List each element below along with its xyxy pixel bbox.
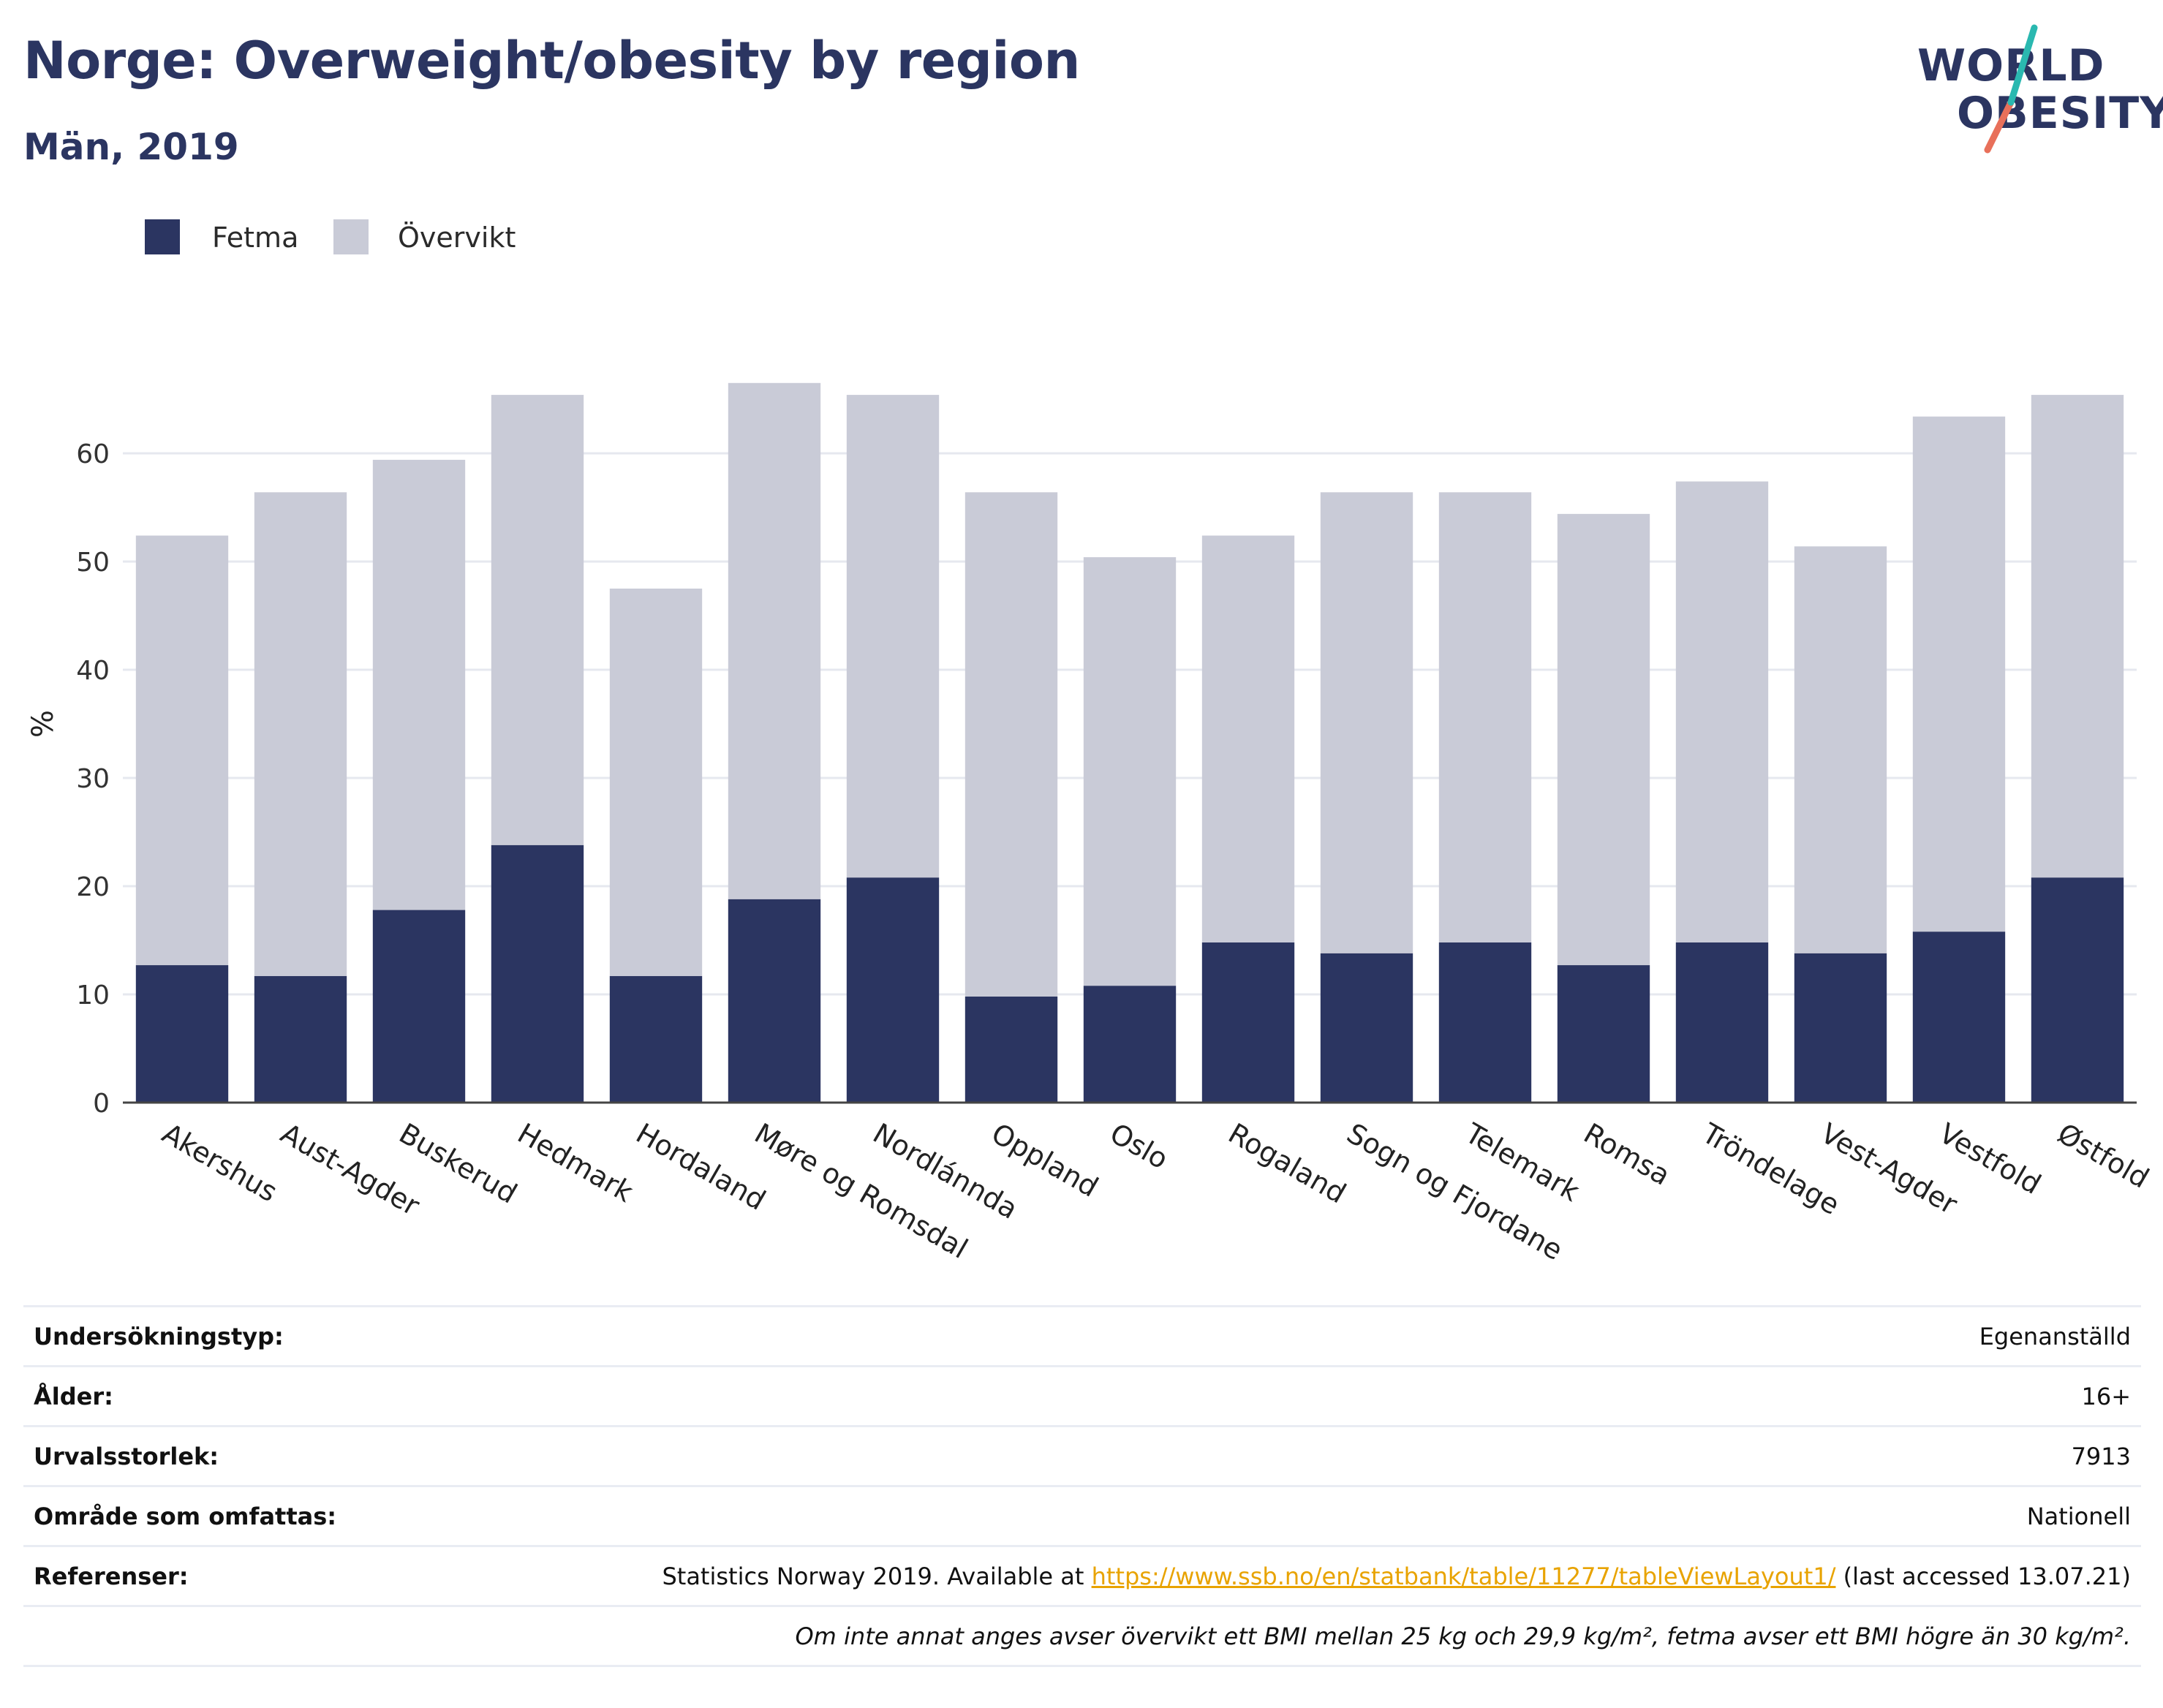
- info-value: 16+: [2081, 1382, 2131, 1410]
- legend-swatch-overvikt: [333, 219, 369, 254]
- y-tick-label: 20: [76, 872, 110, 902]
- info-value: 7913: [2071, 1442, 2131, 1470]
- info-table: Undersökningstyp: Egenanställd Ålder: 16…: [23, 1305, 2141, 1667]
- bar-fetma: [728, 899, 821, 1103]
- info-value: Nationell: [2026, 1502, 2131, 1530]
- y-tick-label: 30: [76, 764, 110, 794]
- info-row-note: Om inte annat anges avser övervikt ett B…: [23, 1606, 2141, 1666]
- logo-text-world: WORLD: [1917, 40, 2105, 91]
- bar-fetma: [1083, 986, 1177, 1103]
- bar-fetma: [1557, 965, 1650, 1103]
- bar--vervikt: [609, 589, 703, 976]
- bar--vervikt: [1201, 535, 1295, 942]
- info-label: Referenser:: [34, 1562, 189, 1590]
- x-tick-label: Hedmark: [513, 1117, 639, 1209]
- y-tick-label: 40: [76, 656, 110, 686]
- info-label: Urvalsstorlek:: [34, 1442, 219, 1470]
- bar--vervikt: [1083, 557, 1177, 986]
- bar--vervikt: [135, 535, 229, 966]
- bar--vervikt: [1438, 492, 1532, 942]
- x-tick-label: Akershus: [157, 1117, 283, 1209]
- y-axis-label: %: [26, 710, 60, 738]
- legend-swatch-fetma: [145, 219, 180, 254]
- info-row-survey-type: Undersökningstyp: Egenanställd: [23, 1306, 2141, 1367]
- x-tick-label: Sogn og Fjordane: [1342, 1117, 1569, 1266]
- references-value: Statistics Norway 2019. Available at htt…: [556, 1546, 2141, 1606]
- info-row-coverage: Område som omfattas: Nationell: [23, 1486, 2141, 1546]
- info-row-sample-size: Urvalsstorlek: 7913: [23, 1426, 2141, 1486]
- bar-fetma: [609, 975, 703, 1103]
- y-tick-label: 50: [76, 548, 110, 578]
- bar-fetma: [846, 877, 940, 1103]
- chart-title: Norge: Overweight/obesity by region: [23, 31, 1080, 91]
- bar--vervikt: [1320, 492, 1413, 953]
- bar--vervikt: [1912, 416, 2006, 932]
- logo-text-obesity: OBESITY: [1957, 88, 2163, 139]
- chart-subtitle: Män, 2019: [23, 126, 239, 168]
- x-tick-label: Romsa: [1579, 1117, 1676, 1192]
- bar--vervikt: [372, 459, 466, 910]
- bar-fetma: [372, 910, 466, 1103]
- bar--vervikt: [1794, 546, 1887, 953]
- bar--vervikt: [1675, 481, 1769, 942]
- bar-fetma: [1201, 942, 1295, 1103]
- bar--vervikt: [846, 395, 940, 878]
- x-tick-label: Oslo: [1105, 1117, 1174, 1176]
- legend-label-fetma: Fetma: [212, 222, 299, 254]
- bar-fetma: [254, 975, 347, 1103]
- y-tick-label: 0: [93, 1089, 110, 1119]
- y-tick-label: 60: [76, 439, 110, 469]
- bar-fetma: [1912, 932, 2006, 1103]
- stacked-bar-chart: 0102030405060%AkershusAust-AgderBuskerud…: [26, 382, 2155, 1266]
- bar--vervikt: [965, 492, 1058, 997]
- logo-slash-icon: [1984, 24, 2038, 154]
- x-tick-label: Møre og Romsdal: [750, 1117, 973, 1265]
- bar--vervikt: [728, 382, 821, 899]
- info-label: Undersökningstyp:: [34, 1322, 284, 1350]
- info-value: Egenanställd: [1979, 1322, 2131, 1350]
- legend-label-overvikt: Övervikt: [398, 222, 516, 254]
- bar--vervikt: [491, 395, 584, 845]
- bmi-note: Om inte annat anges avser övervikt ett B…: [795, 1622, 2131, 1650]
- bar--vervikt: [2031, 395, 2124, 878]
- world-obesity-logo: WORLD OBESITY: [1901, 22, 2163, 154]
- bar-fetma: [1675, 942, 1769, 1103]
- info-row-references: Referenser: Statistics Norway 2019. Avai…: [23, 1546, 2141, 1606]
- reference-prefix: Statistics Norway 2019. Available at: [662, 1562, 1092, 1590]
- bar-fetma: [1794, 953, 1887, 1103]
- bar-fetma: [2031, 877, 2124, 1103]
- bar-fetma: [135, 965, 229, 1103]
- bar--vervikt: [1557, 513, 1650, 966]
- x-tick-label: Hordaland: [631, 1117, 771, 1217]
- bar-fetma: [965, 996, 1058, 1103]
- x-tick-label: Rogaland: [1223, 1117, 1352, 1210]
- bar-fetma: [491, 844, 584, 1103]
- bar-fetma: [1320, 953, 1413, 1103]
- info-label: Ålder:: [34, 1382, 113, 1410]
- info-row-age: Ålder: 16+: [23, 1366, 2141, 1427]
- bar-fetma: [1438, 942, 1532, 1103]
- x-tick-label: Østfold: [2053, 1117, 2155, 1195]
- info-label: Område som omfattas:: [34, 1502, 337, 1530]
- reference-link[interactable]: https://www.ssb.no/en/statbank/table/112…: [1091, 1562, 1836, 1590]
- reference-suffix: (last accessed 13.07.21): [1835, 1562, 2131, 1590]
- y-tick-label: 10: [76, 980, 110, 1010]
- bar--vervikt: [254, 492, 347, 976]
